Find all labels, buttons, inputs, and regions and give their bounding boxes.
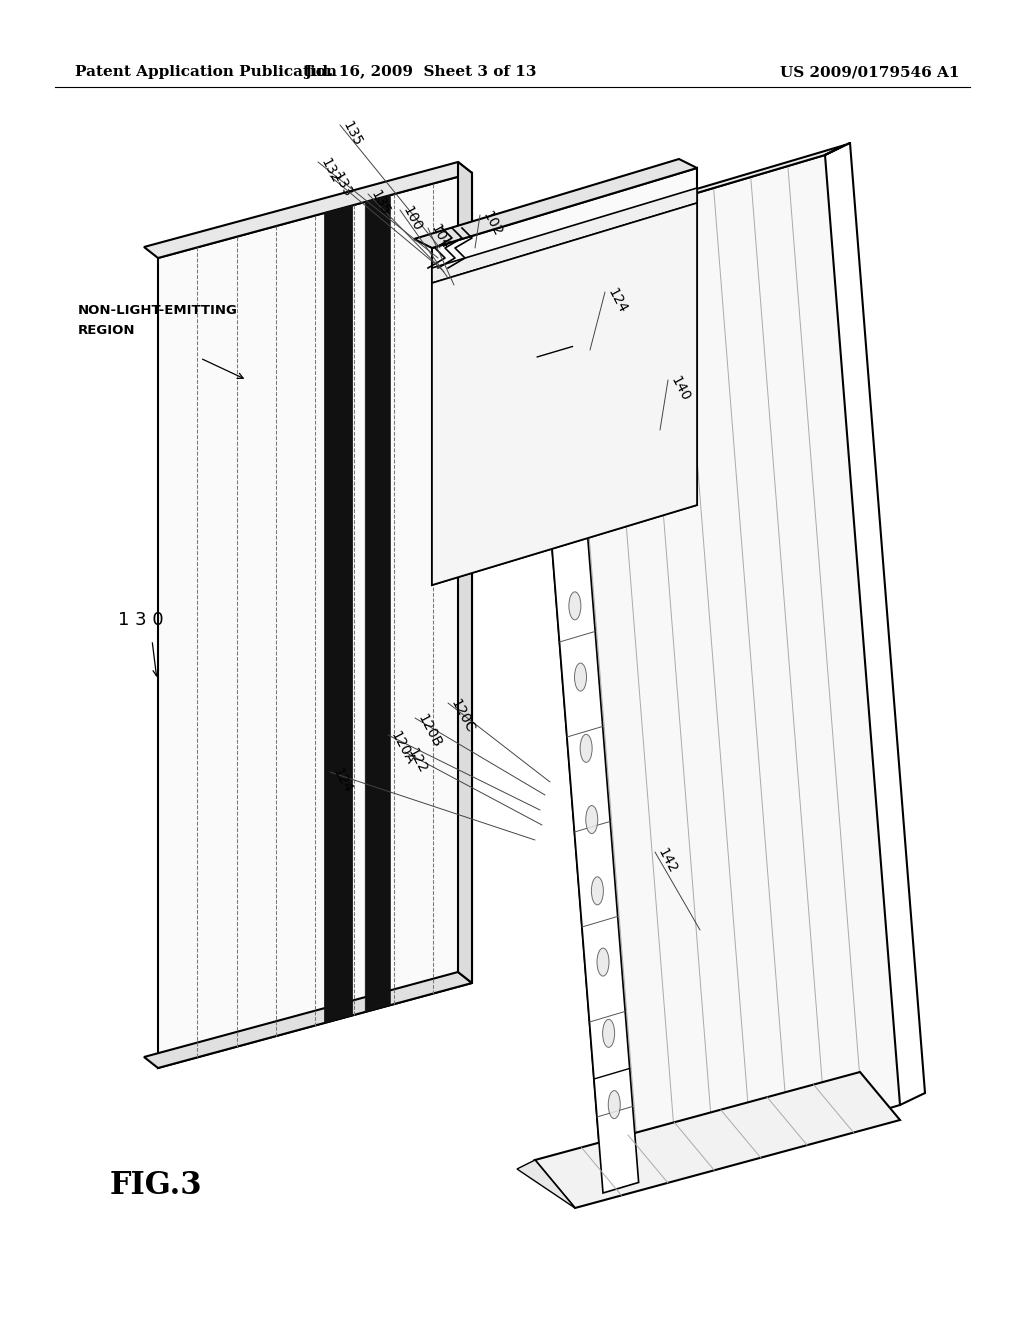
Ellipse shape bbox=[569, 591, 581, 620]
Ellipse shape bbox=[608, 1090, 621, 1118]
Polygon shape bbox=[528, 232, 639, 1193]
Text: 120A: 120A bbox=[388, 729, 417, 767]
Ellipse shape bbox=[574, 663, 587, 692]
Ellipse shape bbox=[597, 948, 609, 975]
Polygon shape bbox=[432, 168, 697, 585]
Polygon shape bbox=[528, 154, 900, 1193]
Polygon shape bbox=[144, 162, 472, 257]
Polygon shape bbox=[432, 187, 697, 282]
Ellipse shape bbox=[592, 876, 603, 904]
Text: 102: 102 bbox=[480, 209, 505, 239]
Text: 124: 124 bbox=[605, 285, 630, 315]
Text: 142: 142 bbox=[655, 845, 680, 875]
Polygon shape bbox=[158, 173, 472, 1068]
Text: 120B: 120B bbox=[415, 711, 444, 750]
Polygon shape bbox=[325, 206, 352, 1023]
Polygon shape bbox=[414, 158, 697, 248]
Polygon shape bbox=[144, 972, 472, 1068]
Text: 133: 133 bbox=[330, 169, 354, 199]
Text: Patent Application Publication: Patent Application Publication bbox=[75, 65, 337, 79]
Polygon shape bbox=[528, 145, 845, 243]
Text: 1 3 0: 1 3 0 bbox=[118, 611, 164, 630]
Text: 100: 100 bbox=[400, 203, 425, 234]
Text: 135: 135 bbox=[340, 119, 365, 148]
Polygon shape bbox=[517, 1160, 575, 1208]
Text: REGION: REGION bbox=[78, 323, 135, 337]
Polygon shape bbox=[432, 203, 697, 585]
Text: 104: 104 bbox=[428, 222, 453, 251]
Ellipse shape bbox=[581, 734, 592, 763]
Text: 132: 132 bbox=[318, 156, 343, 185]
Text: 124: 124 bbox=[330, 766, 354, 795]
Text: FIG.3: FIG.3 bbox=[110, 1170, 203, 1200]
Polygon shape bbox=[458, 162, 472, 983]
Text: 140: 140 bbox=[668, 374, 693, 404]
Text: 135: 135 bbox=[368, 187, 393, 218]
Text: NON-LIGHT-EMITTING: NON-LIGHT-EMITTING bbox=[78, 304, 238, 317]
Ellipse shape bbox=[586, 805, 598, 834]
Text: Jul. 16, 2009  Sheet 3 of 13: Jul. 16, 2009 Sheet 3 of 13 bbox=[304, 65, 537, 79]
Text: 120C: 120C bbox=[449, 697, 477, 735]
Text: 122: 122 bbox=[406, 746, 430, 775]
Ellipse shape bbox=[603, 1019, 614, 1047]
Polygon shape bbox=[535, 1072, 900, 1208]
Text: US 2009/0179546 A1: US 2009/0179546 A1 bbox=[780, 65, 959, 79]
Polygon shape bbox=[366, 195, 390, 1012]
